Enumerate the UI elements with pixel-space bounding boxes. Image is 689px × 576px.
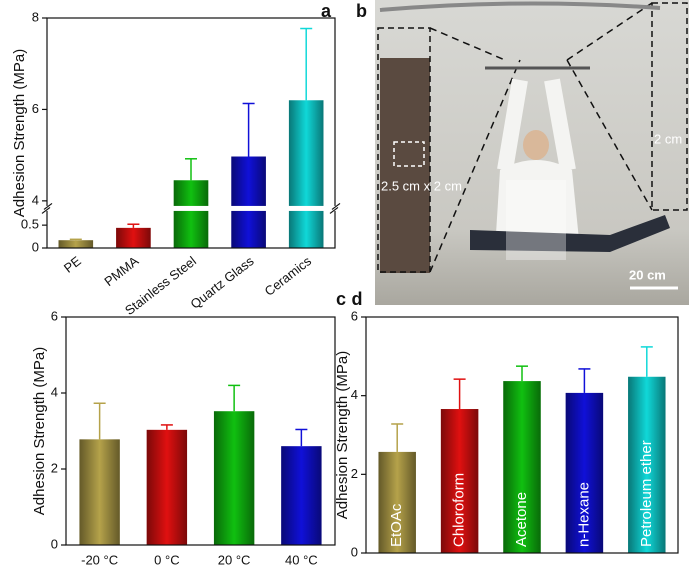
panel-letter: b (356, 1, 367, 21)
y-axis-label: Adhesion Strength (MPa) (11, 49, 28, 217)
break-mark (331, 202, 341, 210)
bar-shade (503, 381, 541, 553)
chart-panel: -20 °C 0 °C 20 °C 40 °C 0 2 4 6 Adhesion Strengt… (31, 289, 346, 568)
y-tick-label: 6 (51, 308, 58, 323)
y-tick-label: 8 (32, 9, 39, 24)
chart-panel: EtOAc Chloroform Acetone n-Hexane Petroleum … (334, 289, 679, 559)
bar-shade (213, 411, 255, 545)
plot-frame (46, 17, 336, 249)
x-tick-label: 0 °C (154, 552, 179, 567)
panel-letter: a (321, 1, 332, 21)
y-tick-label: 0 (32, 239, 39, 254)
y-tick-label: 4 (32, 192, 39, 207)
bar-shade (79, 439, 120, 545)
person-coat (495, 160, 580, 250)
person-legs (470, 215, 670, 252)
y-tick-label: 0 (351, 544, 358, 559)
bar-shade (440, 409, 479, 553)
x-tick-label: Ceramics (262, 253, 315, 299)
x-tick-label: 20 °C (218, 552, 251, 567)
contact-area (393, 141, 425, 167)
break-mark (41, 206, 51, 214)
scale-label: 20 cm (629, 267, 666, 282)
bar-shade (173, 180, 209, 248)
y-tick-label: 2 (351, 466, 358, 481)
y-tick-label: 0 (51, 536, 58, 551)
y-tick-label: 4 (51, 384, 58, 399)
sample-label: 2.5 cm x 2 cm (381, 178, 462, 193)
plot-frame (365, 316, 679, 554)
width-label: 2 cm (654, 131, 682, 146)
x-tick-label: Petroleum ether (638, 440, 655, 547)
person-head (523, 130, 549, 160)
panel-letter: d (352, 289, 363, 309)
bar-shade (378, 451, 416, 553)
plot-frame (65, 316, 336, 546)
bar-shade (146, 429, 188, 545)
bar-frame (379, 1, 661, 12)
x-tick-label: 40 °C (285, 552, 318, 567)
bar-shade (116, 227, 151, 248)
y-tick-label: 6 (32, 101, 39, 116)
bar-shade (565, 392, 604, 553)
x-tick-label: Chloroform (451, 473, 468, 547)
x-tick-label: Acetone (513, 492, 530, 547)
bar-shade (288, 100, 324, 249)
x-tick-label: Quartz Glass (188, 253, 257, 312)
x-tick-label: -20 °C (81, 552, 118, 567)
y-axis-label: Adhesion Strength (MPa) (31, 347, 48, 515)
person-arm (497, 78, 576, 172)
x-tick-label: n-Hexane (575, 482, 592, 547)
break-mark (329, 206, 339, 214)
bar-shade (231, 156, 266, 248)
x-tick-label: PMMA (101, 253, 141, 289)
bar-shade (628, 376, 666, 553)
bar-shade (58, 240, 94, 248)
x-tick-label: PE (61, 253, 84, 276)
photo-panel: b 2.5 cm x 2 cm 2 cm 20 cm (356, 0, 689, 305)
bar-shade (281, 446, 322, 545)
x-tick-label: EtOAc (388, 503, 405, 547)
inset-frame (651, 2, 688, 211)
panel-letter: c (336, 289, 346, 309)
y-tick-label: 0.5 (21, 217, 39, 232)
y-axis-label: Adhesion Strength (MPa) (334, 351, 351, 519)
y-tick-label: 6 (351, 308, 358, 323)
zoom-line (429, 2, 653, 273)
y-tick-label: 2 (51, 460, 58, 475)
axis-break (45, 205, 337, 211)
break-mark (43, 202, 53, 210)
person-body (506, 180, 566, 260)
y-tick-label: 4 (351, 387, 358, 402)
